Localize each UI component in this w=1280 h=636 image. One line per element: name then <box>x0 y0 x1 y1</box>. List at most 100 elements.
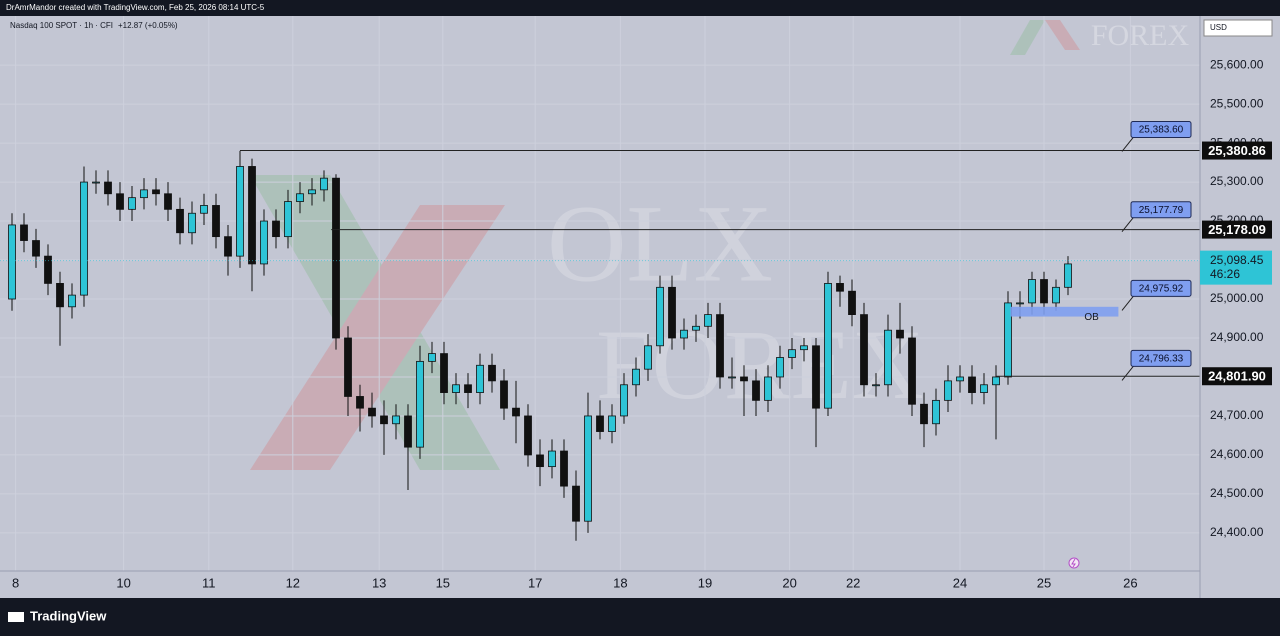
candle-body <box>308 189 316 195</box>
candle-body <box>668 286 676 339</box>
symbol: Nasdaq 100 SPOT · 1h · CFI <box>10 21 113 30</box>
candle-body <box>1040 279 1048 304</box>
candle-body <box>380 415 388 425</box>
candle-body <box>1016 302 1024 305</box>
candle-body <box>128 197 136 210</box>
candle-body <box>272 220 280 238</box>
candle-body <box>260 220 268 265</box>
candle-body <box>848 290 856 316</box>
candle-body <box>224 236 232 257</box>
candle-body <box>824 283 832 409</box>
y-tick-label: 24,500.00 <box>1210 486 1264 500</box>
candle-body <box>440 353 448 393</box>
y-tick-label: 25,500.00 <box>1210 96 1264 110</box>
candle-body <box>800 345 808 351</box>
candle-body <box>356 396 364 409</box>
watermark-x <box>250 175 500 470</box>
candle-body <box>248 166 256 265</box>
grid <box>0 16 1200 571</box>
candle-body <box>1052 286 1060 304</box>
candle-body <box>56 283 64 308</box>
callout-box <box>1130 349 1192 367</box>
candle-body <box>716 314 724 378</box>
ob-zone <box>1010 306 1119 317</box>
event-icon-bolt <box>1071 558 1076 568</box>
x-tick-label: 17 <box>528 575 542 590</box>
candle-body <box>296 193 304 202</box>
candle-body <box>140 189 148 199</box>
candle-body <box>596 415 604 432</box>
candle-body <box>644 345 652 370</box>
candle-body <box>932 399 940 425</box>
y-tick-label: 25,300.00 <box>1210 174 1264 188</box>
candle-body <box>956 376 964 382</box>
candle-body <box>968 376 976 393</box>
candle-body <box>620 384 628 417</box>
candle-body <box>176 208 184 234</box>
candle-body <box>560 450 568 487</box>
candle-body <box>488 364 496 382</box>
x-tick-label: 18 <box>613 575 627 590</box>
level-price-label: 24,801.90 <box>1208 369 1266 384</box>
candle-body <box>104 181 112 195</box>
x-tick-label: 20 <box>782 575 796 590</box>
candle-body <box>428 353 436 362</box>
callout-box <box>1130 279 1192 297</box>
candle-body <box>872 384 880 387</box>
price-axis: 25,600.0025,500.0025,400.0025,300.0025,2… <box>12 57 1272 590</box>
candle-body <box>728 376 736 379</box>
callout-label: 25,383.60 <box>1139 125 1184 136</box>
y-tick-label: 25,600.00 <box>1210 57 1264 71</box>
y-tick-label: 24,900.00 <box>1210 330 1264 344</box>
candle-body <box>236 166 244 257</box>
candle-body <box>656 286 664 347</box>
ob-label: OB <box>1084 312 1099 323</box>
callout-label: 24,975.92 <box>1139 284 1184 295</box>
x-tick-label: 22 <box>846 575 860 590</box>
x-tick-label: 10 <box>116 575 130 590</box>
y-tick-label: 24,600.00 <box>1210 447 1264 461</box>
candle-body <box>1028 279 1036 304</box>
x-tick-label: 26 <box>1123 575 1137 590</box>
candle-body <box>524 415 532 456</box>
callout-pointer <box>1121 216 1135 233</box>
candle-body <box>212 205 220 238</box>
callout-label: 25,177.79 <box>1139 205 1184 216</box>
candle-body <box>116 193 124 210</box>
candle-body <box>944 380 952 401</box>
change: +12.87 (+0.05%) <box>118 21 178 30</box>
currency[interactable]: USD <box>1210 23 1227 32</box>
candle-body <box>416 360 424 448</box>
candle-body <box>752 380 760 401</box>
candle-body <box>788 349 796 358</box>
callout-box <box>1130 120 1192 138</box>
candle-body <box>584 415 592 522</box>
event-icon[interactable] <box>1068 557 1080 569</box>
candle-body <box>8 224 16 300</box>
candle-body <box>452 384 460 393</box>
candle-body <box>512 407 520 417</box>
level-price-box <box>1202 367 1272 386</box>
callout-box <box>1130 201 1192 219</box>
candle-body <box>344 337 352 397</box>
last-price-label: 25,098.45 <box>1210 253 1264 267</box>
currency-box[interactable] <box>1203 19 1273 37</box>
logo-watermark: FOREX <box>1091 19 1190 52</box>
candle-body <box>368 407 376 417</box>
candle-body <box>632 368 640 386</box>
candle-body <box>464 384 472 393</box>
candle-body <box>404 415 412 448</box>
candle-body <box>476 364 484 393</box>
candle-body <box>860 314 868 386</box>
level-price-label: 25,178.09 <box>1208 222 1266 237</box>
candle-body <box>1004 302 1012 378</box>
callout-pointer <box>1121 136 1135 152</box>
logo-x <box>1045 20 1080 50</box>
candle-body <box>776 357 784 378</box>
x-tick-label: 15 <box>436 575 450 590</box>
candle-body <box>92 181 100 184</box>
candles <box>8 150 1072 541</box>
candle-body <box>392 415 400 425</box>
candle-body <box>500 380 508 409</box>
